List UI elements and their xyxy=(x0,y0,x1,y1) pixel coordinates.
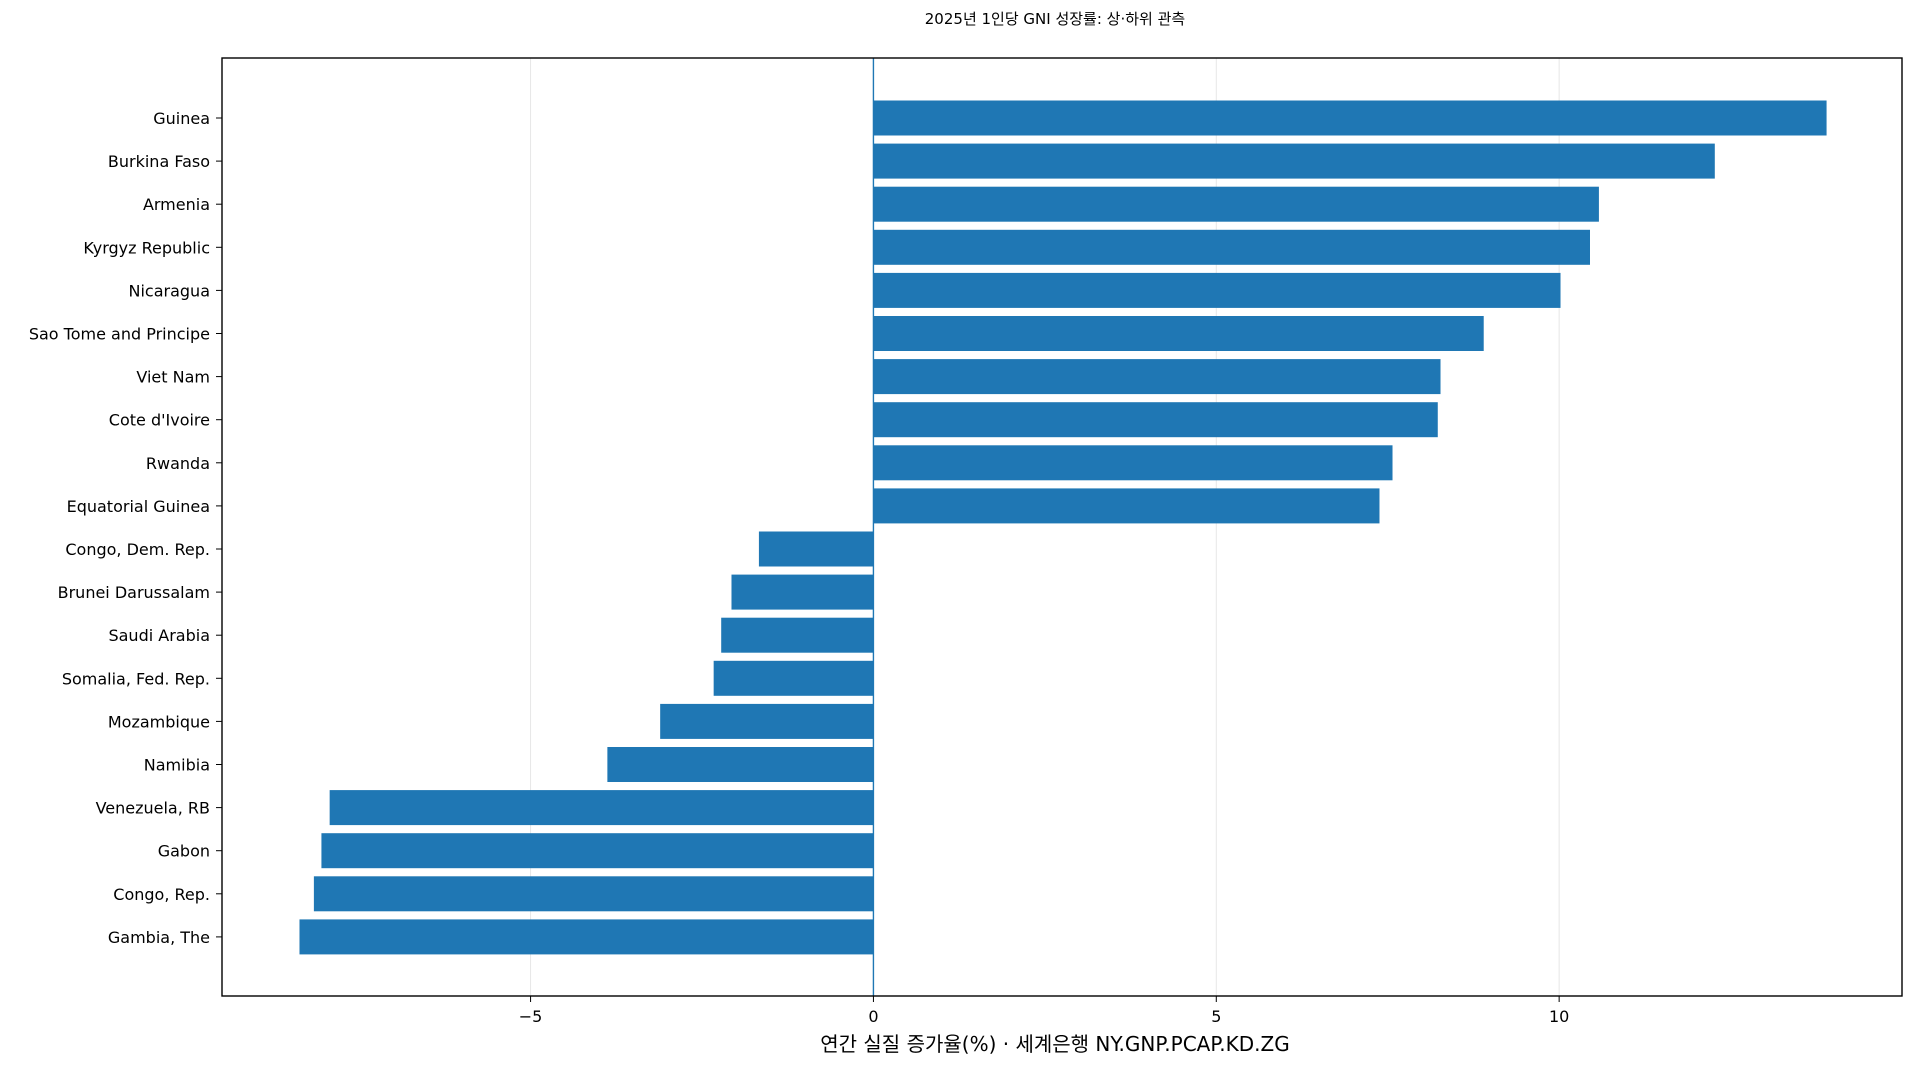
bar xyxy=(731,574,874,610)
y-tick-label: Venezuela, RB xyxy=(96,799,210,818)
x-axis-label: 연간 실질 증가율(%) · 세계은행 NY.GNP.PCAP.KD.ZG xyxy=(820,1032,1289,1056)
bar xyxy=(721,617,874,653)
y-tick-label: Namibia xyxy=(144,756,210,775)
y-tick-label: Congo, Rep. xyxy=(113,885,210,904)
y-tick-label: Armenia xyxy=(143,195,210,214)
bar xyxy=(660,703,874,739)
x-axis-ticks: −5 0 5 10 xyxy=(519,996,1569,1026)
chart-title: 2025년 1인당 GNI 성장률: 상·하위 관측 xyxy=(925,10,1185,28)
bar xyxy=(873,272,1561,308)
bar xyxy=(873,488,1380,524)
y-tick-label: Mozambique xyxy=(108,712,210,731)
x-tick-label: −5 xyxy=(519,1007,543,1026)
y-tick-label: Congo, Dem. Rep. xyxy=(65,540,210,559)
bar xyxy=(873,316,1484,351)
y-tick-label: Gambia, The xyxy=(108,928,210,947)
y-tick-label: Somalia, Fed. Rep. xyxy=(62,669,210,688)
y-tick-label: Saudi Arabia xyxy=(108,626,210,645)
bar xyxy=(873,186,1599,222)
y-tick-label: Burkina Faso xyxy=(108,152,210,171)
x-tick-label: 0 xyxy=(868,1007,878,1026)
x-tick-label: 10 xyxy=(1549,1007,1569,1026)
bar xyxy=(873,402,1438,438)
bar xyxy=(873,100,1827,136)
bar xyxy=(313,876,874,912)
bar xyxy=(873,143,1715,179)
y-tick-label: Brunei Darussalam xyxy=(58,583,210,602)
y-tick-label: Equatorial Guinea xyxy=(67,497,210,516)
y-axis-ticks: Guinea Burkina Faso Armenia Kyrgyz Republic… xyxy=(29,109,222,947)
bar xyxy=(299,919,874,955)
y-tick-label: Viet Nam xyxy=(136,368,210,387)
bar xyxy=(758,531,874,567)
y-tick-label: Rwanda xyxy=(146,454,210,473)
bar xyxy=(873,229,1590,265)
bar xyxy=(607,747,874,782)
bar xyxy=(713,660,874,696)
bar xyxy=(329,790,874,826)
bars xyxy=(299,100,1827,955)
y-tick-label: Kyrgyz Republic xyxy=(83,238,210,257)
x-tick-label: 5 xyxy=(1211,1007,1221,1026)
bar xyxy=(873,445,1393,481)
plot-frame xyxy=(221,57,1903,997)
y-tick-label: Guinea xyxy=(153,109,210,128)
y-tick-label: Cote d'Ivoire xyxy=(109,411,210,430)
y-tick-label: Sao Tome and Principe xyxy=(29,325,210,344)
y-tick-label: Nicaragua xyxy=(129,281,211,300)
bar xyxy=(873,359,1441,395)
y-tick-label: Gabon xyxy=(158,842,210,861)
bar xyxy=(321,833,874,869)
